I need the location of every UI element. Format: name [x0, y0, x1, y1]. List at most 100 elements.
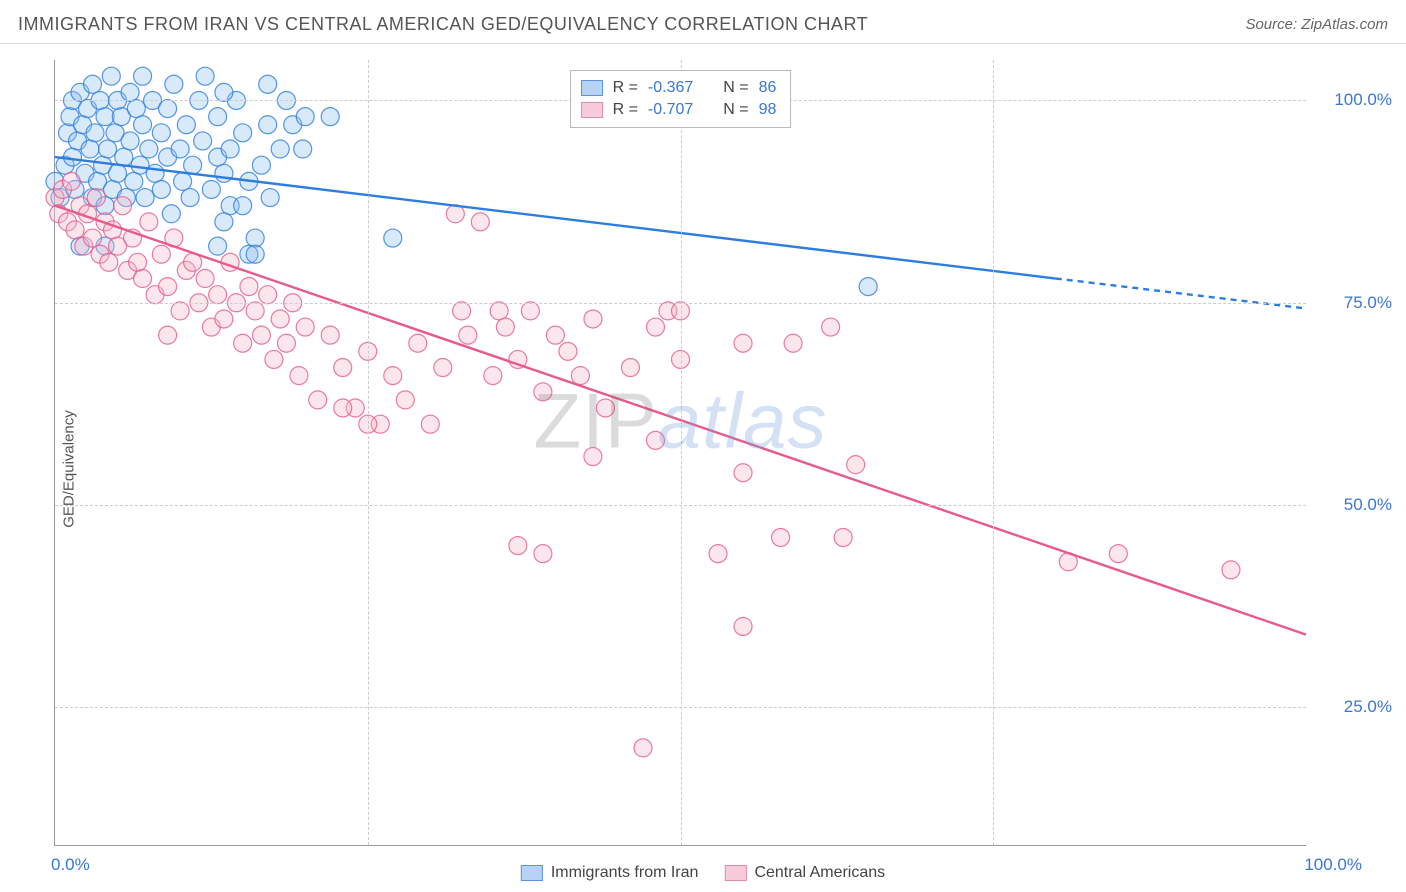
chart-title: IMMIGRANTS FROM IRAN VS CENTRAL AMERICAN… [18, 14, 868, 35]
data-point-iran [109, 164, 127, 182]
data-point-central [134, 270, 152, 288]
data-point-iran [99, 140, 117, 158]
data-point-central [434, 359, 452, 377]
data-point-central [453, 302, 471, 320]
stats-row-central: R = -0.707 N = 98 [581, 99, 777, 121]
data-point-central [546, 326, 564, 344]
data-point-central [246, 302, 264, 320]
stats-legend: R = -0.367 N = 86 R = -0.707 N = 98 [570, 70, 792, 128]
data-point-central [209, 286, 227, 304]
data-point-iran [134, 67, 152, 85]
data-point-central [171, 302, 189, 320]
data-point-iran [259, 75, 277, 93]
data-point-central [421, 415, 439, 433]
data-point-iran [136, 189, 154, 207]
data-point-central [140, 213, 158, 231]
data-point-iran [140, 140, 158, 158]
data-point-central [834, 528, 852, 546]
gridline-v [681, 60, 682, 845]
data-point-central [66, 221, 84, 239]
data-point-iran [234, 197, 252, 215]
data-point-iran [252, 156, 270, 174]
data-point-iran [296, 108, 314, 126]
stats-row-iran: R = -0.367 N = 86 [581, 77, 777, 99]
y-tick-label: 100.0% [1316, 90, 1392, 110]
chart-header: IMMIGRANTS FROM IRAN VS CENTRAL AMERICAN… [0, 0, 1406, 44]
data-point-iran [64, 148, 82, 166]
data-point-iran [384, 229, 402, 247]
trend-line-iran [55, 157, 1056, 278]
data-point-central [159, 278, 177, 296]
data-point-central [646, 431, 664, 449]
data-point-central [734, 464, 752, 482]
data-point-iran [246, 229, 264, 247]
data-point-central [290, 367, 308, 385]
legend-label-central: Central Americans [754, 864, 885, 882]
data-point-central [1222, 561, 1240, 579]
data-point-iran [294, 140, 312, 158]
data-point-iran [162, 205, 180, 223]
n-value-iran: 86 [759, 77, 777, 99]
n-label: N = [723, 99, 748, 121]
data-point-central [596, 399, 614, 417]
data-point-iran [86, 124, 104, 142]
n-value-central: 98 [759, 99, 777, 121]
data-point-iran [146, 164, 164, 182]
data-point-central [734, 334, 752, 352]
data-point-central [621, 359, 639, 377]
data-point-iran [215, 213, 233, 231]
data-point-central [309, 391, 327, 409]
data-point-iran [321, 108, 339, 126]
x-tick-label: 0.0% [51, 855, 90, 875]
data-point-iran [165, 75, 183, 93]
data-point-iran [194, 132, 212, 150]
swatch-iran [521, 865, 543, 881]
chart-source: Source: ZipAtlas.com [1245, 16, 1388, 33]
data-point-iran [115, 148, 133, 166]
data-point-central [471, 213, 489, 231]
data-point-iran [215, 83, 233, 101]
data-point-iran [134, 116, 152, 134]
data-point-central [277, 334, 295, 352]
data-point-iran [159, 100, 177, 118]
data-point-central [1109, 545, 1127, 563]
data-point-central [709, 545, 727, 563]
data-point-central [129, 253, 147, 271]
r-value-iran: -0.367 [648, 77, 693, 99]
data-point-iran [202, 180, 220, 198]
data-point-central [646, 318, 664, 336]
data-point-central [252, 326, 270, 344]
data-point-central [459, 326, 477, 344]
r-value-central: -0.707 [648, 99, 693, 121]
data-point-central [521, 302, 539, 320]
data-point-central [100, 253, 118, 271]
r-label: R = [613, 77, 638, 99]
data-point-central [234, 334, 252, 352]
data-point-central [534, 383, 552, 401]
x-tick-label: 100.0% [1304, 855, 1362, 875]
data-point-central [571, 367, 589, 385]
data-point-iran [84, 75, 102, 93]
data-point-central [152, 245, 170, 263]
legend-label-iran: Immigrants from Iran [551, 864, 699, 882]
series-legend: Immigrants from Iran Central Americans [521, 864, 885, 882]
data-point-iran [96, 108, 114, 126]
data-point-iran [221, 140, 239, 158]
data-point-central [584, 310, 602, 328]
data-point-central [159, 326, 177, 344]
gridline-v [993, 60, 994, 845]
data-point-iran [181, 189, 199, 207]
data-point-iran [859, 278, 877, 296]
data-point-iran [261, 189, 279, 207]
data-point-iran [259, 116, 277, 134]
data-point-central [265, 350, 283, 368]
data-point-central [496, 318, 514, 336]
data-point-central [84, 229, 102, 247]
data-point-central [822, 318, 840, 336]
data-point-central [114, 197, 132, 215]
data-point-central [534, 545, 552, 563]
swatch-central [581, 102, 603, 118]
data-point-central [321, 326, 339, 344]
data-point-central [509, 537, 527, 555]
data-point-central [215, 310, 233, 328]
